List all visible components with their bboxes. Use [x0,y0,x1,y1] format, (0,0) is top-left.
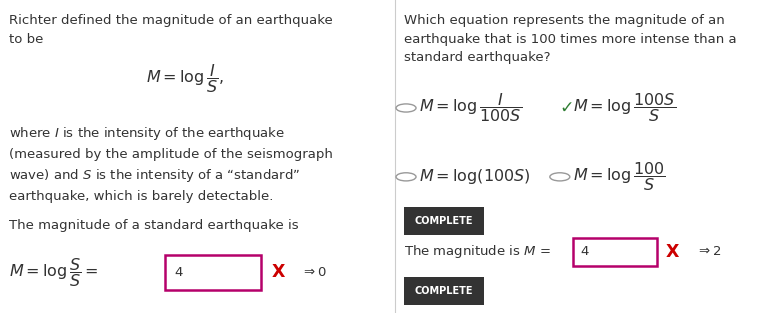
Text: $\Rightarrow 0$: $\Rightarrow 0$ [301,266,328,279]
Text: $M = \log\dfrac{I}{S},$: $M = \log\dfrac{I}{S},$ [146,62,225,95]
Text: $M{=}\log\dfrac{100}{S}$: $M{=}\log\dfrac{100}{S}$ [573,160,666,193]
FancyBboxPatch shape [573,238,657,266]
Text: ✓: ✓ [560,99,574,117]
Text: $M{=}\log(100S)$: $M{=}\log(100S)$ [419,167,531,186]
Text: where $I$ is the intensity of the earthquake
(measured by the amplitude of the s: where $I$ is the intensity of the earthq… [9,125,333,203]
Text: $M{=}\log\dfrac{100S}{S}$: $M{=}\log\dfrac{100S}{S}$ [573,91,676,125]
FancyBboxPatch shape [404,207,484,235]
FancyBboxPatch shape [165,255,261,290]
Text: $M{=}\log\dfrac{I}{100S}$: $M{=}\log\dfrac{I}{100S}$ [419,91,522,125]
FancyBboxPatch shape [404,277,484,305]
Text: $\mathbf{X}$: $\mathbf{X}$ [271,263,286,281]
Circle shape [396,104,416,112]
Text: $\mathbf{X}$: $\mathbf{X}$ [665,243,681,261]
Text: $M = \log\dfrac{S}{S} =$: $M = \log\dfrac{S}{S} =$ [9,256,98,289]
Text: Which equation represents the magnitude of an
earthquake that is 100 times more : Which equation represents the magnitude … [404,14,737,64]
Text: 4: 4 [175,266,183,279]
Circle shape [550,173,570,181]
Text: $\Rightarrow 2$: $\Rightarrow 2$ [696,245,721,259]
Text: COMPLETE: COMPLETE [414,286,474,296]
Text: The magnitude is $M$ =: The magnitude is $M$ = [404,244,551,260]
Text: Richter defined the magnitude of an earthquake
to be: Richter defined the magnitude of an eart… [9,14,333,46]
Text: COMPLETE: COMPLETE [414,216,474,226]
Text: 4: 4 [581,245,589,259]
Text: The magnitude of a standard earthquake is: The magnitude of a standard earthquake i… [9,219,299,232]
Circle shape [396,173,416,181]
